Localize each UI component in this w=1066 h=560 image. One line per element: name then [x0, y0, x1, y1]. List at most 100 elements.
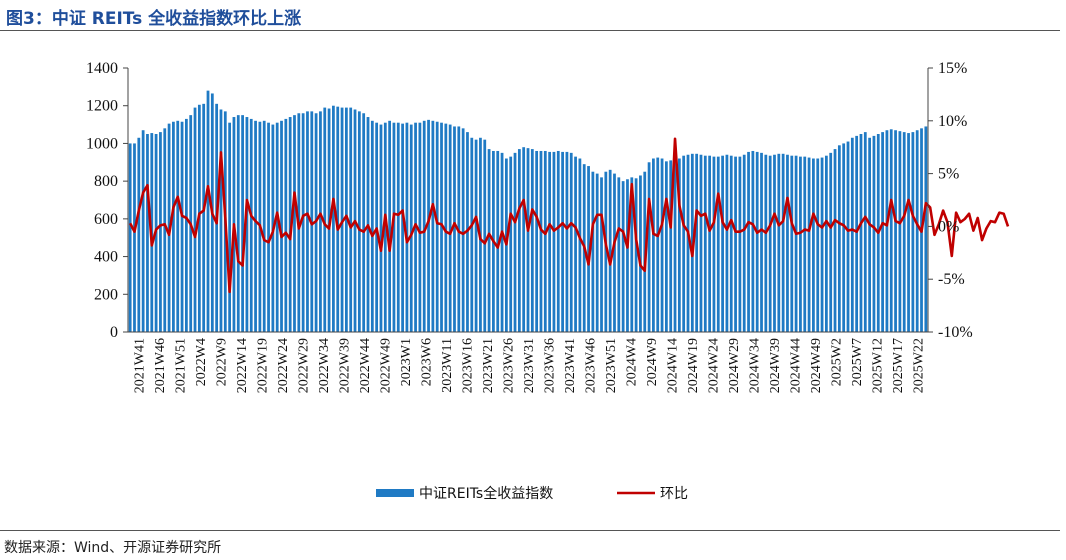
x-tick-label: 2021W46 — [153, 338, 168, 393]
bar — [461, 128, 465, 332]
left-tick-label: 400 — [94, 249, 118, 266]
legend-line-label: 环比 — [660, 486, 688, 502]
x-tick-label: 2023W6 — [419, 338, 434, 386]
bar — [388, 120, 392, 332]
bar — [236, 115, 240, 332]
bar — [336, 106, 340, 332]
bar — [660, 158, 664, 332]
bar — [911, 132, 915, 332]
bar — [894, 130, 897, 332]
bar — [824, 155, 828, 332]
x-tick-label: 2025W7 — [850, 338, 865, 386]
x-tick-label: 2023W46 — [584, 338, 599, 393]
bar — [738, 156, 742, 332]
left-tick-label: 1400 — [86, 60, 118, 77]
x-tick-label: 2025W17 — [891, 338, 906, 393]
bar — [742, 154, 746, 332]
bar — [133, 143, 136, 332]
x-tick-label: 2024W24 — [707, 338, 722, 393]
bar — [872, 135, 876, 332]
x-tick-label: 2025W22 — [912, 338, 927, 393]
bar — [634, 178, 638, 332]
left-tick-label: 1000 — [86, 135, 118, 152]
bar — [898, 131, 902, 332]
bar — [176, 120, 180, 332]
bar — [747, 151, 750, 332]
x-tick-label: 2024W14 — [666, 338, 681, 393]
x-tick-label: 2022W49 — [378, 338, 393, 393]
bar — [591, 171, 595, 332]
bar — [669, 160, 673, 332]
bar — [306, 111, 309, 333]
bar — [799, 156, 802, 332]
bar — [773, 154, 776, 332]
x-tick-label: 2023W11 — [440, 338, 455, 393]
bar — [639, 175, 642, 332]
bar — [280, 120, 283, 332]
bar — [340, 107, 344, 332]
bar — [846, 141, 850, 332]
bar — [578, 158, 582, 332]
left-tick-label: 200 — [94, 286, 118, 303]
bar — [539, 150, 543, 332]
bar — [159, 132, 162, 332]
legend: 中证REITs全收益指数 环比 — [376, 485, 688, 502]
footer-divider — [0, 530, 1060, 531]
chart-svg: 0 200 400 600 800 1000 1200 1400 -10% -5% 0% 5% 10% 1… — [86, 60, 1010, 502]
bar — [924, 126, 928, 333]
x-tick-label: 2024W34 — [748, 338, 763, 393]
x-tick-label: 2022W19 — [255, 338, 270, 393]
bar — [409, 124, 413, 332]
bar — [396, 122, 400, 332]
bar — [686, 154, 690, 332]
bar — [180, 121, 184, 333]
bar — [172, 121, 175, 333]
bar — [812, 158, 815, 332]
bar — [881, 132, 884, 332]
bar — [137, 137, 141, 332]
bar — [777, 153, 781, 332]
x-tick-label: 2022W24 — [276, 338, 291, 393]
bar — [574, 156, 577, 332]
bar — [344, 107, 348, 332]
bar — [444, 123, 448, 332]
bar — [656, 157, 660, 332]
x-tick-label: 2021W41 — [132, 338, 147, 393]
x-tick-label: 2022W9 — [214, 338, 229, 386]
bar — [487, 149, 491, 332]
bar — [245, 117, 249, 332]
bar — [595, 173, 599, 332]
bar — [535, 150, 539, 332]
bar — [323, 107, 327, 332]
legend-bar-label: 中证REITs全收益指数 — [419, 485, 553, 502]
bar — [267, 122, 270, 332]
bar — [837, 145, 841, 332]
bar — [703, 155, 707, 332]
x-tick-label: 2023W41 — [563, 338, 578, 393]
bar — [604, 171, 608, 332]
bar — [907, 133, 910, 332]
left-tick-label: 600 — [94, 211, 118, 228]
bar — [184, 118, 188, 332]
x-tick-label: 2022W44 — [358, 338, 373, 393]
x-tick-label: 2022W4 — [194, 338, 209, 386]
bar — [522, 147, 526, 332]
x-tick-label: 2024W4 — [625, 338, 640, 386]
bar — [448, 124, 452, 332]
bar — [163, 128, 167, 332]
bar — [889, 129, 893, 332]
x-tick-label: 2024W9 — [645, 338, 660, 386]
x-tick-label: 2023W51 — [604, 338, 619, 393]
x-tick-label: 2023W36 — [543, 338, 558, 393]
bar — [284, 118, 288, 332]
bar — [405, 122, 409, 332]
bar — [293, 115, 296, 332]
bar — [500, 152, 504, 332]
x-tick-label: 2024W19 — [686, 338, 701, 393]
right-tick-label: 5% — [938, 166, 959, 183]
x-tick-label: 2025W12 — [871, 338, 886, 393]
bar — [677, 158, 681, 332]
right-tick-label: 15% — [938, 60, 967, 77]
left-tick-label: 0 — [110, 324, 118, 341]
bar — [509, 156, 513, 332]
